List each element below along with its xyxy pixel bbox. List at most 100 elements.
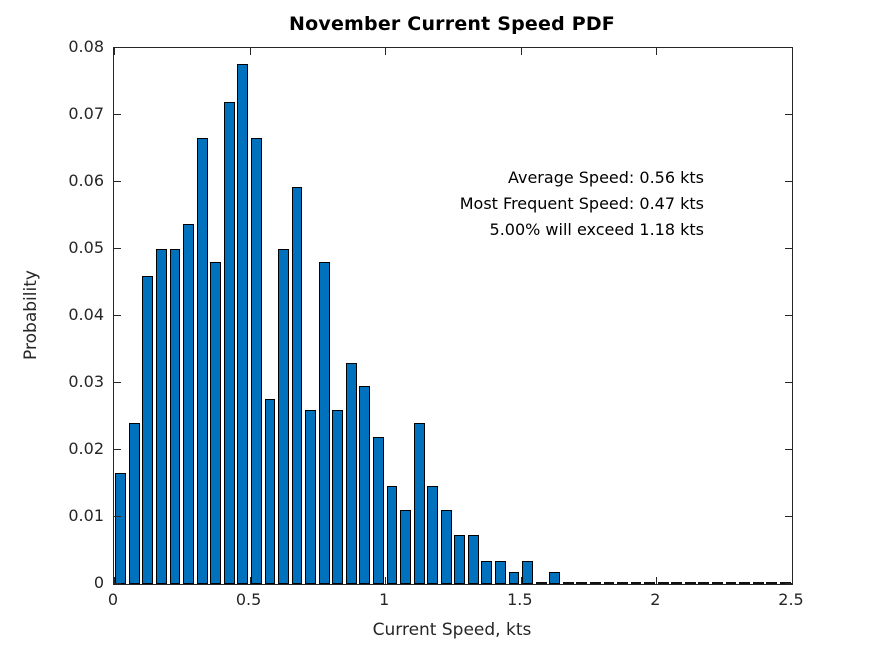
histogram-bar — [522, 560, 533, 584]
x-tick-mark — [656, 48, 658, 55]
y-tick-mark — [785, 47, 792, 48]
y-tick-mark — [785, 114, 792, 115]
y-tick-label: 0.06 — [68, 171, 104, 190]
x-tick-label: 1.5 — [507, 590, 533, 609]
x-tick-label: 2.5 — [778, 590, 804, 609]
histogram-bar — [549, 571, 561, 584]
histogram-bar — [467, 535, 479, 584]
histogram-bar — [156, 249, 167, 584]
histogram-bar — [508, 571, 520, 584]
histogram-bar — [223, 101, 235, 584]
x-tick-mark — [249, 48, 251, 55]
empty-bin-mark — [644, 582, 656, 584]
y-tick-mark — [114, 114, 121, 115]
y-tick-mark — [114, 382, 121, 383]
histogram-bar — [169, 249, 181, 584]
histogram-bar — [413, 423, 425, 584]
y-tick-label: 0.07 — [68, 104, 104, 123]
empty-bin-mark — [535, 582, 547, 584]
empty-bin-mark — [725, 582, 737, 584]
histogram-bar — [142, 275, 154, 584]
empty-bin-mark — [739, 582, 750, 584]
histogram-bar — [495, 560, 506, 584]
y-tick-label: 0.02 — [68, 439, 104, 458]
histogram-bar — [372, 436, 384, 584]
y-tick-mark — [114, 449, 121, 450]
y-tick-mark — [114, 583, 121, 584]
empty-bin-mark — [671, 582, 683, 584]
y-tick-mark — [114, 181, 121, 182]
histogram-bar — [345, 362, 357, 584]
annotation-average-speed: Average Speed: 0.56 kts — [507, 168, 704, 187]
x-axis-label: Current Speed, kts — [372, 620, 532, 640]
empty-bin-mark — [576, 582, 588, 584]
y-tick-label: 0.03 — [68, 372, 104, 391]
histogram-bar — [359, 385, 371, 584]
histogram-bar — [386, 485, 398, 584]
empty-bin-mark — [630, 582, 642, 584]
x-tick-mark — [792, 577, 793, 584]
x-tick-label: 2 — [650, 590, 661, 609]
histogram-bar — [427, 485, 439, 584]
histogram-bar — [440, 510, 452, 584]
empty-bin-mark — [698, 582, 710, 584]
y-tick-mark — [785, 583, 792, 584]
y-tick-mark — [785, 248, 792, 249]
y-tick-mark — [114, 315, 121, 316]
histogram-bar — [278, 249, 289, 584]
y-tick-mark — [785, 181, 792, 182]
x-tick-mark — [114, 577, 115, 584]
x-tick-label: 1 — [379, 590, 390, 609]
histogram-bar — [400, 510, 411, 584]
y-tick-label: 0.01 — [68, 506, 104, 525]
histogram-bar — [196, 138, 208, 584]
histogram-bar — [318, 262, 330, 584]
y-tick-label: 0 — [93, 573, 104, 592]
chart-title: November Current Speed PDF — [289, 13, 615, 35]
empty-bin-mark — [752, 582, 764, 584]
y-tick-mark — [114, 516, 121, 517]
empty-bin-mark — [684, 582, 696, 584]
x-tick-mark — [520, 48, 522, 55]
y-tick-label: 0.08 — [68, 37, 104, 56]
y-tick-mark — [785, 382, 792, 383]
annotation-most-frequent-speed: Most Frequent Speed: 0.47 kts — [459, 194, 704, 213]
histogram-bar — [291, 187, 303, 584]
y-tick-label: 0.04 — [68, 305, 104, 324]
histogram-bar — [237, 64, 249, 584]
histogram-bar — [128, 423, 140, 584]
empty-bin-mark — [657, 582, 669, 584]
histogram-bar — [264, 399, 276, 584]
empty-bin-mark — [766, 582, 778, 584]
empty-bin-mark — [603, 582, 615, 584]
x-tick-mark — [385, 48, 387, 55]
histogram-bar — [210, 262, 222, 584]
x-tick-mark — [520, 577, 522, 584]
empty-bin-mark — [589, 582, 601, 584]
empty-bin-mark — [711, 582, 723, 584]
histogram-bar — [305, 409, 317, 584]
histogram-bar — [332, 409, 344, 584]
histogram-bar — [454, 535, 466, 584]
histogram-bar — [115, 473, 127, 584]
y-tick-mark — [785, 449, 792, 450]
x-tick-mark — [656, 577, 658, 584]
x-tick-mark — [249, 577, 251, 584]
histogram-bar — [183, 224, 194, 584]
x-tick-mark — [385, 577, 387, 584]
annotation-exceedance: 5.00% will exceed 1.18 kts — [489, 220, 704, 239]
y-tick-mark — [114, 47, 121, 48]
x-tick-mark — [792, 48, 793, 55]
stats-annotation: Average Speed: 0.56 kts Most Frequent Sp… — [460, 165, 704, 243]
histogram-bar — [250, 138, 262, 584]
x-tick-label: 0.5 — [235, 590, 262, 609]
x-tick-mark — [114, 48, 115, 55]
y-tick-label: 0.05 — [68, 238, 104, 257]
empty-bin-mark — [617, 582, 628, 584]
y-tick-mark — [785, 315, 792, 316]
plot-area: Average Speed: 0.56 kts Most Frequent Sp… — [113, 47, 793, 585]
y-tick-mark — [114, 248, 121, 249]
y-tick-mark — [785, 516, 792, 517]
x-tick-label: 0 — [107, 590, 119, 609]
